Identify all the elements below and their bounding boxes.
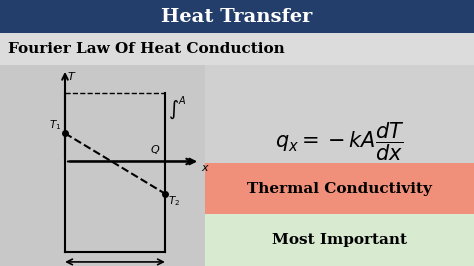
Bar (205, 65, 474, 266)
Bar (205, 164, 474, 214)
Text: Thermal Conductivity: Thermal Conductivity (247, 182, 432, 196)
Bar (205, 214, 474, 266)
Text: Most Important: Most Important (272, 233, 407, 247)
Text: $Q$: $Q$ (150, 143, 160, 156)
Text: $\int^{\!A}$: $\int^{\!A}$ (168, 95, 186, 123)
Text: $T_1$: $T_1$ (49, 119, 61, 132)
Bar (0, 0, 474, 33)
Text: $q_x = -kA\dfrac{dT}{dx}$: $q_x = -kA\dfrac{dT}{dx}$ (275, 120, 404, 163)
Text: $T_2$: $T_2$ (168, 195, 180, 209)
Text: Heat Transfer: Heat Transfer (161, 7, 313, 26)
Bar (0, 33, 474, 65)
Text: $T$: $T$ (67, 70, 76, 82)
Text: $L$: $L$ (111, 265, 119, 266)
Text: Fourier Law Of Heat Conduction: Fourier Law Of Heat Conduction (8, 42, 285, 56)
Bar (0, 65, 205, 266)
Text: $x$: $x$ (201, 164, 210, 173)
